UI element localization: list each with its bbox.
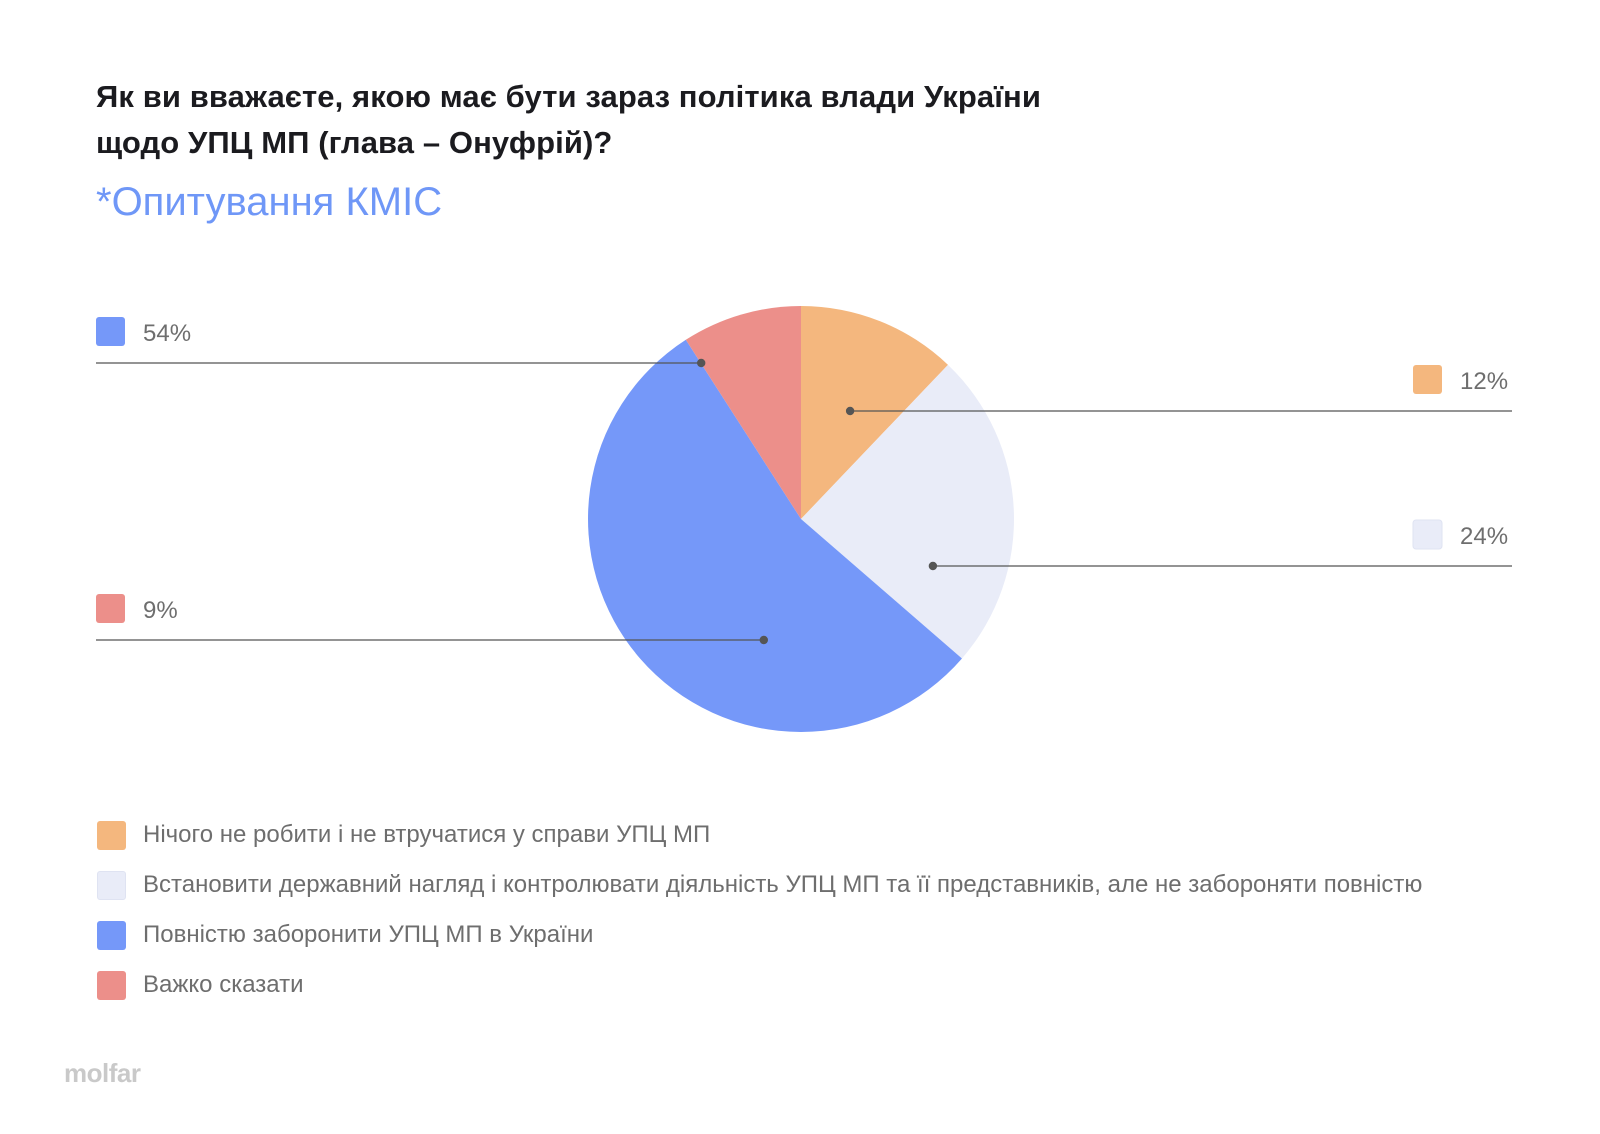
legend-label-supervise: Встановити державний нагляд і контролюва…	[143, 871, 1423, 898]
chart-title-line-2: щодо УПЦ МП (глава – Онуфрій)?	[96, 125, 613, 160]
callout-supervise: 24%	[928, 519, 1512, 571]
legend-item-ban[interactable]: Повністю заборонити УПЦ МП в України	[97, 920, 593, 950]
pie-slice-supervise[interactable]	[801, 364, 1015, 659]
leader-dot-ban	[697, 358, 706, 368]
legend-label-nothing: Нічого не робити і не втручатися у справ…	[143, 821, 711, 848]
leader-dot-nothing	[845, 406, 855, 416]
legend-label-hard: Важко сказати	[143, 971, 304, 998]
chart-subtitle: *Опитування КМІС	[96, 180, 443, 224]
legend-swatch-supervise	[97, 870, 126, 900]
callout-nothing: 12%	[845, 365, 1512, 416]
chart-title: Як ви вважаєте, якою має бути зараз полі…	[96, 74, 1196, 166]
label-swatch-ban	[96, 317, 125, 346]
pie-slice-nothing[interactable]	[801, 306, 948, 519]
pie-slice-hard[interactable]	[685, 306, 801, 519]
label-swatch-nothing	[1413, 365, 1442, 394]
pie-slices	[588, 306, 1015, 732]
legend-swatch-nothing	[97, 820, 126, 850]
leader-dot-supervise	[928, 561, 938, 571]
data-label-ban: 54%	[143, 320, 191, 347]
legend-item-hard[interactable]: Важко сказати	[97, 970, 304, 1000]
leader-dot-hard	[759, 635, 768, 645]
data-label-hard: 9%	[143, 597, 178, 624]
callout-hard: 9%	[96, 594, 768, 645]
legend-label-ban: Повністю заборонити УПЦ МП в України	[143, 921, 594, 948]
data-label-nothing: 12%	[1460, 368, 1508, 395]
pie-slice-ban[interactable]	[588, 339, 962, 732]
molfar-logo: molfar	[64, 1058, 141, 1088]
label-swatch-hard	[96, 594, 125, 623]
chart-title-line-1: Як ви вважаєте, якою має бути зараз полі…	[96, 79, 1042, 114]
legend-item-nothing[interactable]: Нічого не робити і не втручатися у справ…	[97, 820, 710, 850]
legend-swatch-ban	[97, 920, 126, 950]
pie-callouts: 12% 24% 54% 9%	[96, 317, 1512, 645]
label-swatch-supervise	[1412, 519, 1443, 550]
data-label-supervise: 24%	[1460, 523, 1508, 550]
legend-item-supervise[interactable]: Встановити державний нагляд і контролюва…	[97, 870, 1422, 900]
legend-swatch-hard	[97, 970, 126, 1000]
callout-ban: 54%	[96, 317, 706, 368]
